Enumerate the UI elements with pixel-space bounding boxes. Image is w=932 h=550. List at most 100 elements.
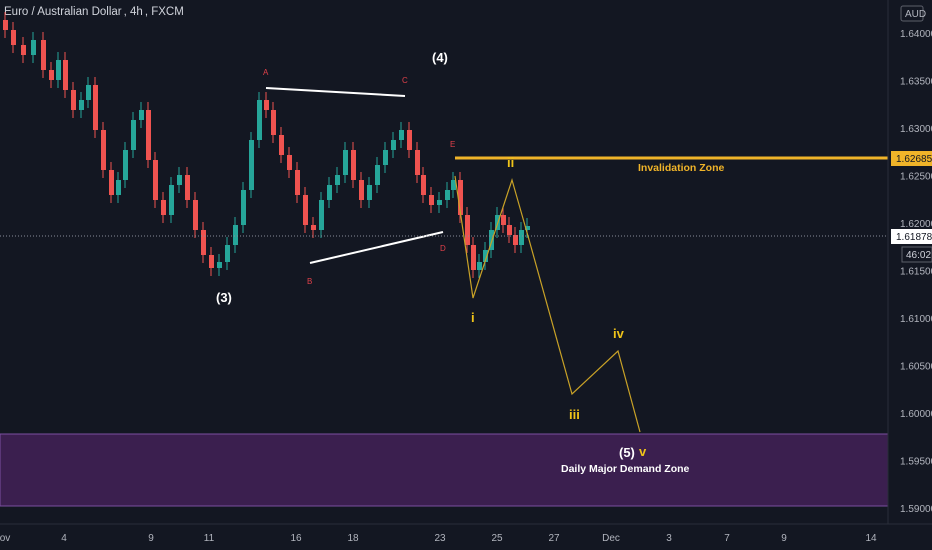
candle-body bbox=[471, 245, 476, 270]
last-price-tag bbox=[891, 229, 932, 244]
y-tick-label: 1.62000 bbox=[900, 219, 932, 230]
point-c-label: C bbox=[402, 76, 408, 85]
chart-title: Euro / Australian Dollar, 4h, FXCM bbox=[4, 6, 184, 18]
candle-body bbox=[367, 185, 372, 200]
candle-body bbox=[279, 135, 284, 155]
wave-i-ii-path bbox=[454, 175, 529, 299]
candle-body bbox=[483, 250, 488, 262]
candle-body bbox=[209, 255, 214, 268]
wave-i-label: i bbox=[471, 310, 475, 325]
x-tick-label: 23 bbox=[434, 533, 446, 544]
candle-body bbox=[193, 200, 198, 230]
candle-body bbox=[271, 110, 276, 135]
countdown-tag bbox=[901, 246, 932, 263]
demand-zone-label: Daily Major Demand Zone bbox=[561, 463, 690, 475]
candle-body bbox=[264, 100, 269, 110]
candle-body bbox=[153, 160, 158, 200]
y-tick-label: 1.64000 bbox=[900, 29, 932, 40]
candle-body bbox=[93, 85, 98, 130]
candle-body bbox=[86, 85, 91, 100]
candle-body bbox=[327, 185, 332, 200]
candle-body bbox=[343, 150, 348, 175]
candle-body bbox=[116, 180, 121, 195]
candle-body bbox=[507, 225, 512, 235]
candle-body bbox=[257, 100, 262, 140]
candle-body bbox=[513, 235, 518, 245]
candle-body bbox=[201, 230, 206, 255]
candle-body bbox=[311, 225, 316, 230]
candle-body bbox=[477, 262, 482, 270]
candle-body bbox=[101, 130, 106, 170]
candle-body bbox=[225, 245, 230, 262]
y-tick-label: 1.61500 bbox=[900, 267, 932, 278]
x-tick-label: 11 bbox=[204, 533, 215, 544]
candle-body bbox=[109, 170, 114, 195]
candle-body bbox=[399, 130, 404, 140]
candle-body bbox=[3, 20, 8, 30]
candle-body bbox=[63, 60, 68, 90]
candle-body bbox=[31, 40, 36, 55]
wave-ii-label: ii bbox=[507, 155, 514, 170]
time-axis[interactable]: ov 4 9 11 16 18 23 25 27 Dec 3 7 9 14 bbox=[0, 533, 877, 544]
triangle-lower-line bbox=[309, 231, 444, 264]
x-tick-label: 9 bbox=[781, 533, 787, 544]
point-d-label: D bbox=[440, 244, 446, 253]
candle-body bbox=[295, 170, 300, 195]
y-tick-label: 1.63000 bbox=[900, 124, 932, 135]
symbol-label: Euro / Australian Dollar bbox=[4, 6, 122, 18]
demand-zone bbox=[0, 433, 889, 507]
x-tick-label: ov bbox=[0, 533, 10, 544]
wave-5-label: (5) bbox=[619, 445, 635, 460]
candle-body bbox=[458, 180, 463, 215]
candle-body bbox=[11, 30, 16, 45]
y-tick-label: 1.60500 bbox=[900, 362, 932, 373]
candle-body bbox=[287, 155, 292, 170]
y-tick-label: 1.63500 bbox=[900, 77, 932, 88]
y-tick-label: 1.61000 bbox=[900, 314, 932, 325]
candle-body bbox=[415, 150, 420, 175]
triangle-upper-line bbox=[265, 87, 406, 97]
candle-body bbox=[359, 180, 364, 200]
x-tick-label: Dec bbox=[602, 533, 620, 544]
candle-body bbox=[131, 120, 136, 150]
wave-v-label: v bbox=[639, 444, 647, 459]
candle-body bbox=[217, 262, 222, 268]
wave-3-label: (3) bbox=[216, 290, 232, 305]
y-tick-label: 1.62500 bbox=[900, 172, 932, 183]
candle-body bbox=[421, 175, 426, 195]
candle-body bbox=[383, 150, 388, 165]
candle-body bbox=[519, 230, 524, 245]
point-b-label: B bbox=[307, 277, 312, 286]
price-axis[interactable]: 1.64000 1.63500 1.63000 1.62500 1.62000 1.615… bbox=[900, 29, 932, 515]
x-tick-label: 16 bbox=[290, 533, 302, 544]
x-tick-label: 9 bbox=[148, 533, 154, 544]
candle-body bbox=[429, 195, 434, 205]
countdown-text: 46:02 bbox=[906, 250, 931, 261]
currency-badge bbox=[900, 5, 924, 22]
candle-body bbox=[233, 225, 238, 245]
x-tick-label: 4 bbox=[61, 533, 67, 544]
x-tick-label: 14 bbox=[865, 533, 877, 544]
wave-4-label: (4) bbox=[432, 50, 448, 65]
x-tick-label: 18 bbox=[347, 533, 359, 544]
candle-body bbox=[407, 130, 412, 150]
candle-body bbox=[391, 140, 396, 150]
candle-body bbox=[241, 190, 246, 225]
interval-label: 4h bbox=[130, 6, 143, 18]
candle-body bbox=[501, 215, 506, 225]
y-tick-label: 1.60000 bbox=[900, 409, 932, 420]
x-tick-label: 27 bbox=[548, 533, 560, 544]
currency-label: AUD bbox=[905, 9, 926, 20]
candle-body bbox=[437, 200, 442, 205]
candle-body bbox=[303, 195, 308, 225]
point-e-label: E bbox=[450, 140, 455, 149]
candle-body bbox=[79, 100, 84, 110]
candle-body bbox=[351, 150, 356, 180]
candle-body bbox=[177, 175, 182, 185]
candle-body bbox=[41, 40, 46, 70]
candle-body bbox=[185, 175, 190, 200]
candle-body bbox=[21, 45, 26, 55]
candle-body bbox=[465, 215, 470, 245]
candle-body bbox=[375, 165, 380, 185]
